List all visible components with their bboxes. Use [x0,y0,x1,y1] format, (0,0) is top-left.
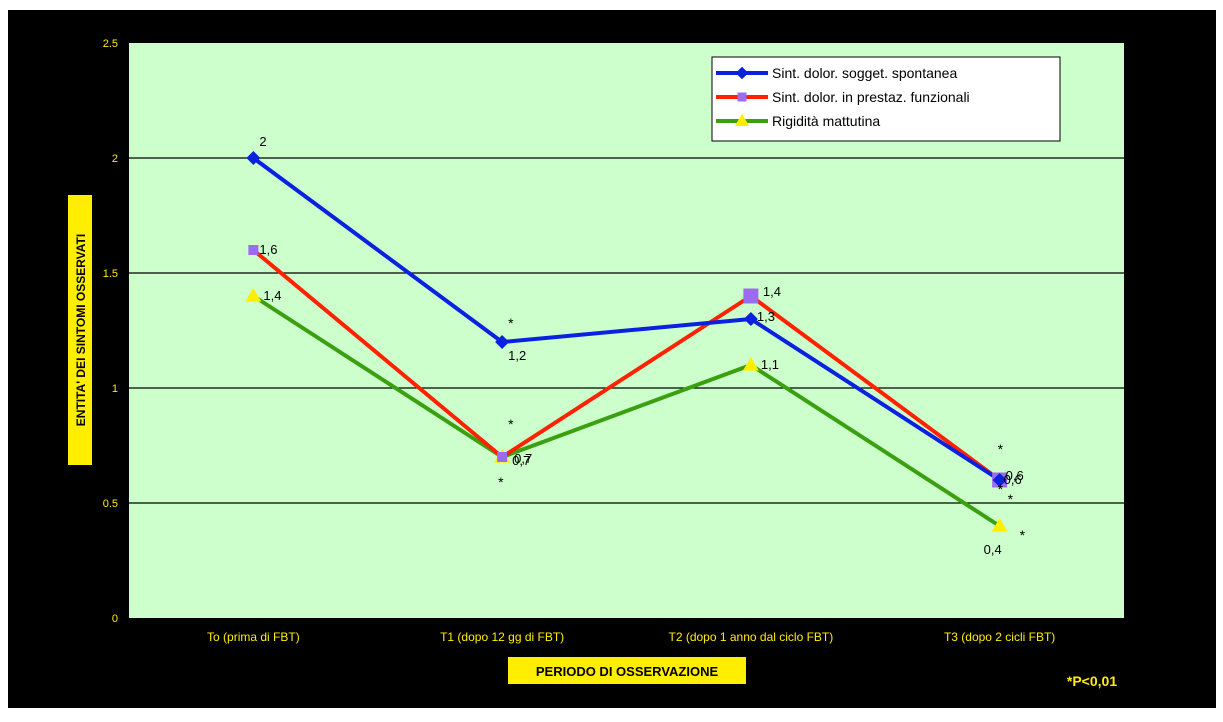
significance-star: * [998,441,1004,457]
legend-entry: Sint. dolor. in prestaz. funzionali [772,89,970,105]
legend-entry: Sint. dolor. sogget. spontanea [772,65,957,81]
data-label: 0,7 [514,451,532,466]
y-axis-label-box [68,195,92,465]
data-label: 1,6 [259,242,277,257]
significance-star: * [508,416,514,432]
x-tick-label: T2 (dopo 1 anno dal ciclo FBT) [669,630,834,644]
significance-star: * [1008,491,1014,507]
data-point [743,312,758,326]
data-point [497,452,508,462]
data-label: 0,7 [512,453,530,468]
data-label: 2 [259,134,266,149]
data-point [742,357,759,371]
data-point [737,92,747,102]
significance-star: * [998,481,1004,497]
y-tick-label: 1.5 [103,268,118,280]
data-point [735,66,749,80]
data-labels: 21,21,30,61,60,71,40,61,40,71,10,4 [259,134,1023,557]
series-line [252,248,1001,482]
legend: Sint. dolor. sogget. spontanea Sint. dolo… [711,56,1061,142]
y-tick-label: 0 [112,613,118,625]
y-tick-label: 1 [112,383,118,395]
y-axis-label: ENTITA' DEI SINTOMI OSSERVATI [68,195,92,465]
x-tick-label: T3 (dopo 2 cicli FBT) [944,630,1055,644]
gridlines [129,157,1124,504]
series-line [252,294,1001,528]
data-label: 1,4 [763,284,781,299]
series-line [252,156,1001,482]
significance-star: * [1020,527,1026,543]
data-label: 0,6 [1006,468,1024,483]
x-axis-label-box [508,657,746,684]
data-point [246,151,261,165]
data-label: 1,4 [263,288,281,303]
data-point [734,113,750,127]
significance-star: * [498,474,504,490]
data-label: 1,3 [757,309,775,324]
data-label: 1,2 [508,348,526,363]
data-label: 0,6 [1004,472,1022,487]
significance-note: *P<0,01 [1067,673,1117,689]
data-point [991,518,1008,532]
y-axis-ticks: 0 0.5 1 1.5 2 2.5 [103,38,118,625]
data-label: 0,4 [984,542,1002,557]
y-tick-label: 0.5 [103,498,118,510]
data-label: 1,1 [761,357,779,372]
x-tick-label: To (prima di FBT) [207,630,300,644]
x-axis-ticks: To (prima di FBT) T1 (dopo 12 gg di FBT) T… [207,630,1055,644]
data-point [992,473,1007,487]
y-tick-label: 2 [112,153,118,165]
y-axis-label-text: ENTITA' DEI SINTOMI OSSERVATI [74,234,88,426]
legend-box [711,56,1061,142]
data-point [245,288,262,302]
significance-star: * [508,315,514,331]
series-layer [245,151,1008,532]
legend-entry: Rigidità mattutina [772,113,880,129]
data-point [743,288,759,304]
data-point [495,335,510,349]
significance-marks: ******* [498,315,1026,543]
x-axis-label: PERIODO DI OSSERVAZIONE [536,664,719,679]
y-tick-label: 2.5 [103,38,118,50]
x-tick-label: T1 (dopo 12 gg di FBT) [440,630,564,644]
data-point [248,245,259,255]
